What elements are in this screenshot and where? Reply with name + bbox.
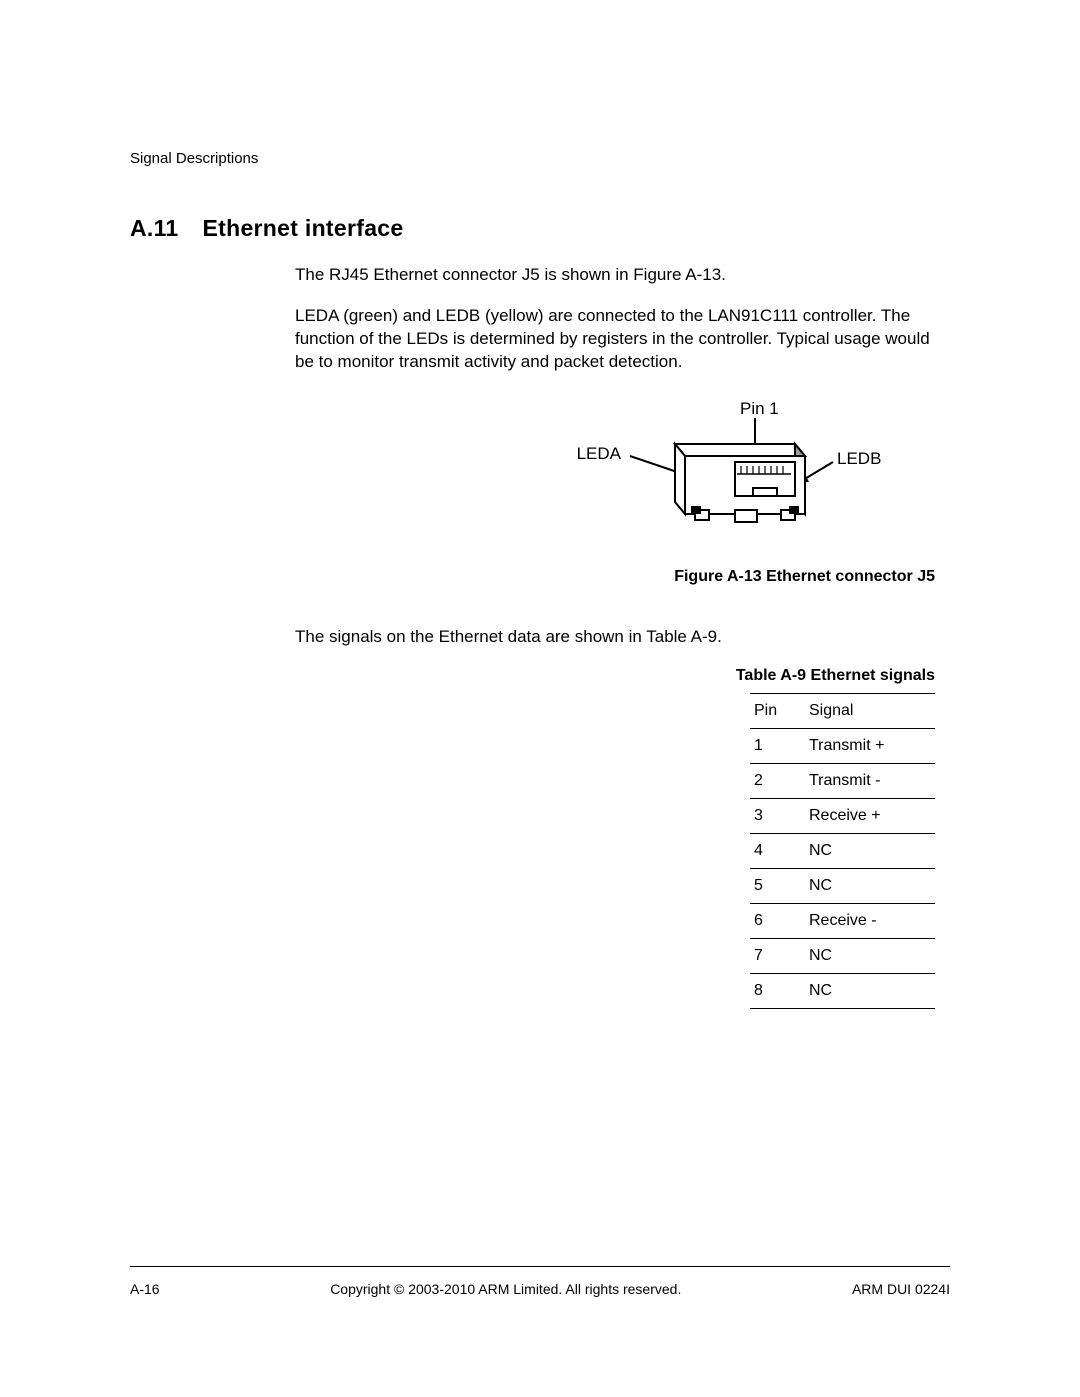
body-block: The RJ45 Ethernet connector J5 is shown … [295,264,935,1009]
table-row: 8NC [750,973,935,1008]
page: Signal Descriptions A.11 Ethernet interfa… [0,0,1080,1397]
footer-page-number: A-16 [130,1281,160,1297]
table-caption: Table A-9 Ethernet signals [736,667,935,685]
paragraph-3: The signals on the Ethernet data are sho… [295,626,935,649]
col-pin: Pin [750,693,805,728]
table-row: 7NC [750,938,935,973]
running-header: Signal Descriptions [130,150,950,167]
ledb-label: LEDB [837,449,881,468]
page-footer: A-16 Copyright © 2003-2010 ARM Limited. … [130,1266,950,1297]
signals-table-wrap: Table A-9 Ethernet signals Pin Signal 1T… [295,667,935,1009]
table-header-row: Pin Signal [750,693,935,728]
paragraph-2: LEDA (green) and LEDB (yellow) are conne… [295,305,935,374]
footer-docid: ARM DUI 0224I [852,1281,950,1297]
table-row: 1Transmit + [750,728,935,763]
table-row: 2Transmit - [750,763,935,798]
section-heading: A.11 Ethernet interface [130,215,950,242]
table-row: 4NC [750,833,935,868]
footer-copyright: Copyright © 2003-2010 ARM Limited. All r… [160,1281,852,1297]
section-title: Ethernet interface [203,215,404,241]
pin1-label: Pin 1 [740,399,779,418]
table-row: 6Receive - [750,903,935,938]
figure-caption: Figure A-13 Ethernet connector J5 [674,568,935,586]
ethernet-connector-diagram: Pin 1 LEDA LEDB [565,396,905,546]
leda-label: LEDA [577,444,622,463]
figure: Pin 1 LEDA LEDB [295,396,935,608]
col-signal: Signal [805,693,935,728]
table-row: 5NC [750,868,935,903]
section-number: A.11 [130,215,179,242]
table-row: 3Receive + [750,798,935,833]
signals-table: Pin Signal 1Transmit + 2Transmit - 3Rece… [750,693,935,1009]
paragraph-1: The RJ45 Ethernet connector J5 is shown … [295,264,935,287]
